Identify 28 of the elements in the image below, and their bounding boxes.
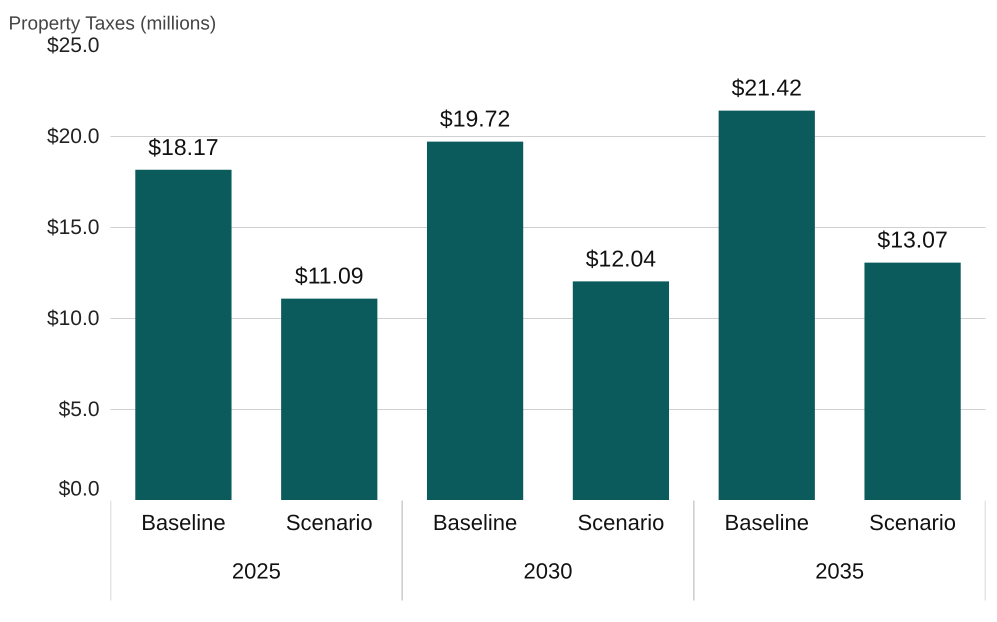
bar <box>281 298 378 500</box>
x-tick-label: Scenario <box>578 510 664 535</box>
x-tick-label: Scenario <box>286 510 373 535</box>
y-tick-label: $10.0 <box>46 307 100 330</box>
x-tick-label: Baseline <box>141 510 226 535</box>
bar <box>135 170 232 500</box>
bar <box>718 110 815 500</box>
x-tick-label: Baseline <box>724 510 809 535</box>
data-label: $19.72 <box>440 106 510 132</box>
y-tick-label: $20.0 <box>46 125 100 148</box>
bar <box>426 142 524 500</box>
data-label: $18.17 <box>148 134 219 160</box>
text: 2035 <box>815 558 864 584</box>
bar <box>864 262 961 500</box>
data-label: $13.07 <box>877 226 948 253</box>
data-label: $12.04 <box>586 245 656 272</box>
y-tick-label: $5.0 <box>58 398 100 421</box>
data-label: $11.09 <box>294 262 364 289</box>
text: 2030 <box>524 558 572 584</box>
text: 2025 <box>232 558 281 584</box>
x-tick-label: Baseline <box>432 510 518 535</box>
y-tick-label: $15.0 <box>46 216 100 239</box>
y-tick-label: $25.0 <box>46 34 100 57</box>
y-tick-label: $0.0 <box>58 478 100 500</box>
data-label: $21.42 <box>732 74 802 101</box>
bar <box>572 281 670 500</box>
x-tick-label: Scenario <box>869 510 956 535</box>
y-axis-title: Property Taxes (millions) <box>8 14 216 34</box>
